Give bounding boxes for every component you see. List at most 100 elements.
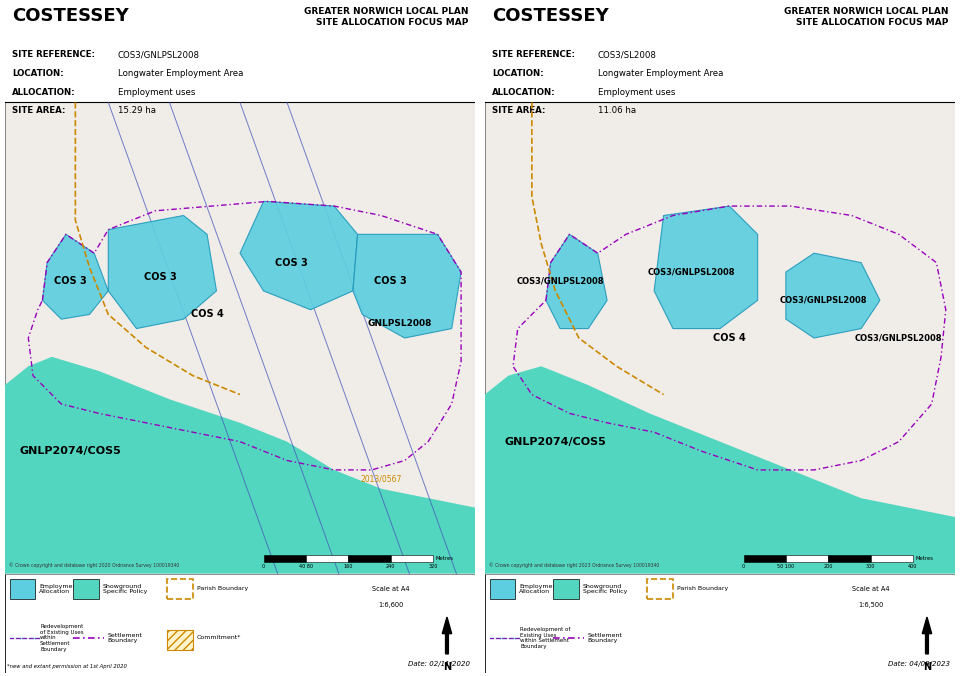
FancyArrow shape xyxy=(443,617,451,654)
Text: 400: 400 xyxy=(908,564,918,569)
Bar xyxy=(167,579,193,599)
Text: COSTESSEY: COSTESSEY xyxy=(492,7,609,25)
Bar xyxy=(553,579,579,599)
Text: COS3/GNLPSL2008: COS3/GNLPSL2008 xyxy=(780,296,867,305)
Text: GNLPSL2008: GNLPSL2008 xyxy=(368,319,432,329)
Bar xyxy=(871,555,913,562)
Text: 300: 300 xyxy=(866,564,876,569)
Text: Redevelopment of
Existing Uses
within Settlement
Boundary: Redevelopment of Existing Uses within Se… xyxy=(520,627,570,649)
Text: Redevelopment
of Existing Uses
within
Settlement
Boundary: Redevelopment of Existing Uses within Se… xyxy=(40,624,84,652)
Bar xyxy=(263,555,306,562)
Text: 1:6,600: 1:6,600 xyxy=(378,602,403,608)
Text: Showground
Specific Policy: Showground Specific Policy xyxy=(583,583,627,594)
Text: LOCATION:: LOCATION: xyxy=(492,69,543,78)
Text: 0: 0 xyxy=(742,564,745,569)
Text: GREATER NORWICH LOCAL PLAN: GREATER NORWICH LOCAL PLAN xyxy=(303,7,468,16)
Polygon shape xyxy=(485,366,955,573)
Text: Parish Boundary: Parish Boundary xyxy=(197,587,248,592)
Text: COS3/GNLPSL2008: COS3/GNLPSL2008 xyxy=(118,50,200,59)
Polygon shape xyxy=(5,357,475,573)
Text: COS3/GNLPSL2008: COS3/GNLPSL2008 xyxy=(648,268,735,276)
Text: COS3/SL2008: COS3/SL2008 xyxy=(598,50,657,59)
Text: Scale at A4: Scale at A4 xyxy=(852,585,889,592)
Bar xyxy=(786,555,828,562)
Text: 15.29 ha: 15.29 ha xyxy=(118,106,156,116)
Text: GNLP2074/COS5: GNLP2074/COS5 xyxy=(505,437,606,447)
Polygon shape xyxy=(786,254,880,338)
Bar xyxy=(348,555,391,562)
Text: 0: 0 xyxy=(262,564,265,569)
Text: © Crown copyright and database right 2023 Ordnance Survey 100019340: © Crown copyright and database right 202… xyxy=(489,562,659,569)
Text: Longwater Employment Area: Longwater Employment Area xyxy=(118,69,243,78)
Text: N: N xyxy=(443,662,451,672)
Bar xyxy=(490,579,516,599)
Polygon shape xyxy=(108,216,217,329)
Text: 320: 320 xyxy=(428,564,438,569)
FancyArrow shape xyxy=(923,617,931,654)
Text: Date: 04/09/2023: Date: 04/09/2023 xyxy=(889,661,950,667)
Bar xyxy=(485,103,955,573)
Bar xyxy=(647,579,673,599)
Text: COS 4: COS 4 xyxy=(191,310,224,320)
Text: Metres: Metres xyxy=(435,556,453,561)
Text: COS 3: COS 3 xyxy=(55,276,87,287)
Text: 50 100: 50 100 xyxy=(778,564,795,569)
Text: 200: 200 xyxy=(824,564,833,569)
Bar xyxy=(73,579,99,599)
Text: Metres: Metres xyxy=(915,556,933,561)
Text: SITE REFERENCE:: SITE REFERENCE: xyxy=(492,50,575,59)
Text: 1:6,500: 1:6,500 xyxy=(858,602,883,608)
Bar xyxy=(5,103,475,573)
Text: Longwater Employment Area: Longwater Employment Area xyxy=(598,69,723,78)
Text: © Crown copyright and database right 2020 Ordnance Survey 100019340: © Crown copyright and database right 202… xyxy=(9,562,179,569)
Text: Scale at A4: Scale at A4 xyxy=(372,585,409,592)
Text: SITE AREA:: SITE AREA: xyxy=(12,106,65,116)
Text: *new and extant permission at 1st April 2020: *new and extant permission at 1st April … xyxy=(7,664,127,669)
Bar xyxy=(306,555,348,562)
Bar xyxy=(485,3,955,103)
Bar xyxy=(167,630,193,650)
Bar xyxy=(10,579,36,599)
Text: COS 3: COS 3 xyxy=(276,258,308,268)
Text: Date: 02/11/2020: Date: 02/11/2020 xyxy=(409,661,470,667)
Text: 160: 160 xyxy=(344,564,353,569)
Text: 11.06 ha: 11.06 ha xyxy=(598,106,636,116)
Bar xyxy=(5,573,475,673)
Bar xyxy=(5,3,475,103)
Bar xyxy=(828,555,871,562)
Text: Employment uses: Employment uses xyxy=(118,88,195,97)
Text: N: N xyxy=(923,662,931,672)
Bar xyxy=(391,555,433,562)
Text: SITE ALLOCATION FOCUS MAP: SITE ALLOCATION FOCUS MAP xyxy=(796,18,948,27)
Bar xyxy=(743,555,786,562)
Polygon shape xyxy=(42,235,108,319)
Text: COS 4: COS 4 xyxy=(713,333,746,343)
Text: LOCATION:: LOCATION: xyxy=(12,69,63,78)
Text: ALLOCATION:: ALLOCATION: xyxy=(12,88,76,97)
Polygon shape xyxy=(546,235,607,329)
Text: SITE AREA:: SITE AREA: xyxy=(492,106,545,116)
Text: COS 3: COS 3 xyxy=(144,272,177,282)
Text: COSTESSEY: COSTESSEY xyxy=(12,7,129,25)
Polygon shape xyxy=(240,201,357,310)
Polygon shape xyxy=(654,206,757,329)
Text: COS3/GNLPSL2008: COS3/GNLPSL2008 xyxy=(855,333,943,343)
Text: 240: 240 xyxy=(386,564,396,569)
Text: Employment uses: Employment uses xyxy=(598,88,675,97)
Text: Employment
Allocation: Employment Allocation xyxy=(519,583,559,594)
Text: 40 80: 40 80 xyxy=(299,564,313,569)
Text: Settlement
Boundary: Settlement Boundary xyxy=(588,633,622,644)
Text: GNLP2074/COS5: GNLP2074/COS5 xyxy=(20,446,122,456)
Bar xyxy=(485,573,955,673)
Text: Parish Boundary: Parish Boundary xyxy=(677,587,728,592)
Text: COS 3: COS 3 xyxy=(374,276,407,287)
Text: Showground
Specific Policy: Showground Specific Policy xyxy=(103,583,147,594)
Text: Employment
Allocation: Employment Allocation xyxy=(39,583,79,594)
Text: 2013/0567: 2013/0567 xyxy=(360,475,402,484)
Text: GREATER NORWICH LOCAL PLAN: GREATER NORWICH LOCAL PLAN xyxy=(783,7,948,16)
Text: SITE ALLOCATION FOCUS MAP: SITE ALLOCATION FOCUS MAP xyxy=(316,18,468,27)
Text: SITE REFERENCE:: SITE REFERENCE: xyxy=(12,50,95,59)
Text: COS3/GNLPSL2008: COS3/GNLPSL2008 xyxy=(516,277,604,286)
Polygon shape xyxy=(353,235,461,338)
Text: ALLOCATION:: ALLOCATION: xyxy=(492,88,556,97)
